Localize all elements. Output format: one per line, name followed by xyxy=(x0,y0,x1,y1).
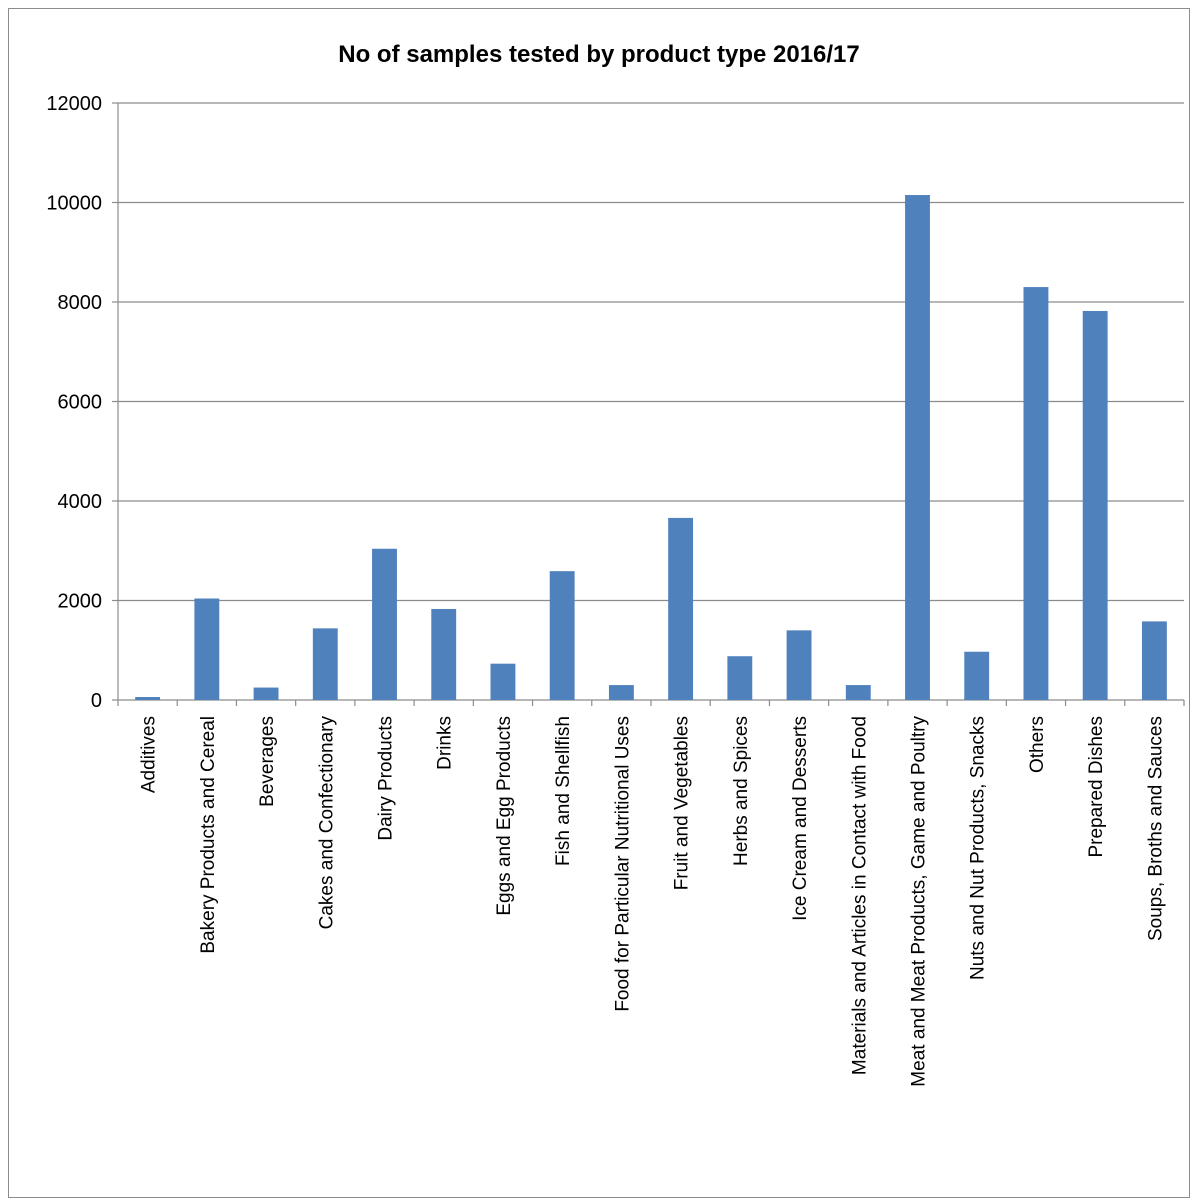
y-tick-label: 4000 xyxy=(58,491,103,513)
bars xyxy=(135,195,1167,700)
x-category-label: Fish and Shellfish xyxy=(553,716,574,866)
x-category-label: Fruit and Vegetables xyxy=(672,716,693,890)
bar xyxy=(964,651,990,700)
bar xyxy=(549,571,575,700)
y-tick-label: 10000 xyxy=(46,193,102,215)
bar xyxy=(194,598,220,700)
y-tick-label: 8000 xyxy=(58,292,103,314)
x-category-label: Materials and Articles in Contact with F… xyxy=(849,716,870,1075)
bar xyxy=(490,663,516,700)
x-category-label: Herbs and Spices xyxy=(731,716,752,866)
bar xyxy=(905,195,930,700)
bar xyxy=(253,687,279,700)
x-axis-category-labels: Additives Bakery Products and Cereal Bever… xyxy=(139,716,1167,1087)
x-category-label: Additives xyxy=(139,716,160,793)
y-tick-label: 6000 xyxy=(58,392,103,414)
bar xyxy=(786,630,812,700)
y-tick-label: 0 xyxy=(91,690,102,712)
bar xyxy=(431,608,457,700)
gridlines xyxy=(118,102,1184,602)
x-category-label: Dairy Products xyxy=(376,716,397,841)
bar xyxy=(1082,310,1108,700)
bar xyxy=(312,628,338,700)
y-axis-tick-labels: 0 2000 4000 6000 8000 10000 12000 xyxy=(46,93,102,712)
x-category-label: Nuts and Nut Products, Snacks xyxy=(968,716,989,980)
bar xyxy=(1023,287,1049,700)
axes xyxy=(112,102,1185,706)
bar xyxy=(727,656,753,700)
x-category-label: Prepared Dishes xyxy=(1086,716,1107,858)
x-category-label: Drinks xyxy=(435,716,456,770)
bar xyxy=(135,697,161,700)
bar xyxy=(668,517,694,700)
x-category-label: Soups, Broths and Sauces xyxy=(1145,716,1166,941)
chart-title: No of samples tested by product type 201… xyxy=(338,41,860,68)
x-category-label: Cakes and Confectionary xyxy=(316,716,337,930)
bar xyxy=(608,685,634,700)
x-category-label: Beverages xyxy=(257,716,278,807)
bar xyxy=(845,685,871,700)
bar xyxy=(372,548,397,700)
y-tick-label: 2000 xyxy=(58,591,103,613)
x-category-label: Eggs and Egg Products xyxy=(494,716,515,916)
x-category-label: Bakery Products and Cereal xyxy=(198,716,219,954)
x-category-label: Others xyxy=(1027,716,1048,773)
x-category-label: Ice Cream and Desserts xyxy=(790,716,811,921)
x-category-label: Meat and Meat Products, Game and Poultry xyxy=(909,716,930,1087)
x-category-label: Food for Particular Nutritional Uses xyxy=(612,716,633,1012)
bar xyxy=(1141,621,1167,700)
y-tick-label: 12000 xyxy=(46,93,102,115)
